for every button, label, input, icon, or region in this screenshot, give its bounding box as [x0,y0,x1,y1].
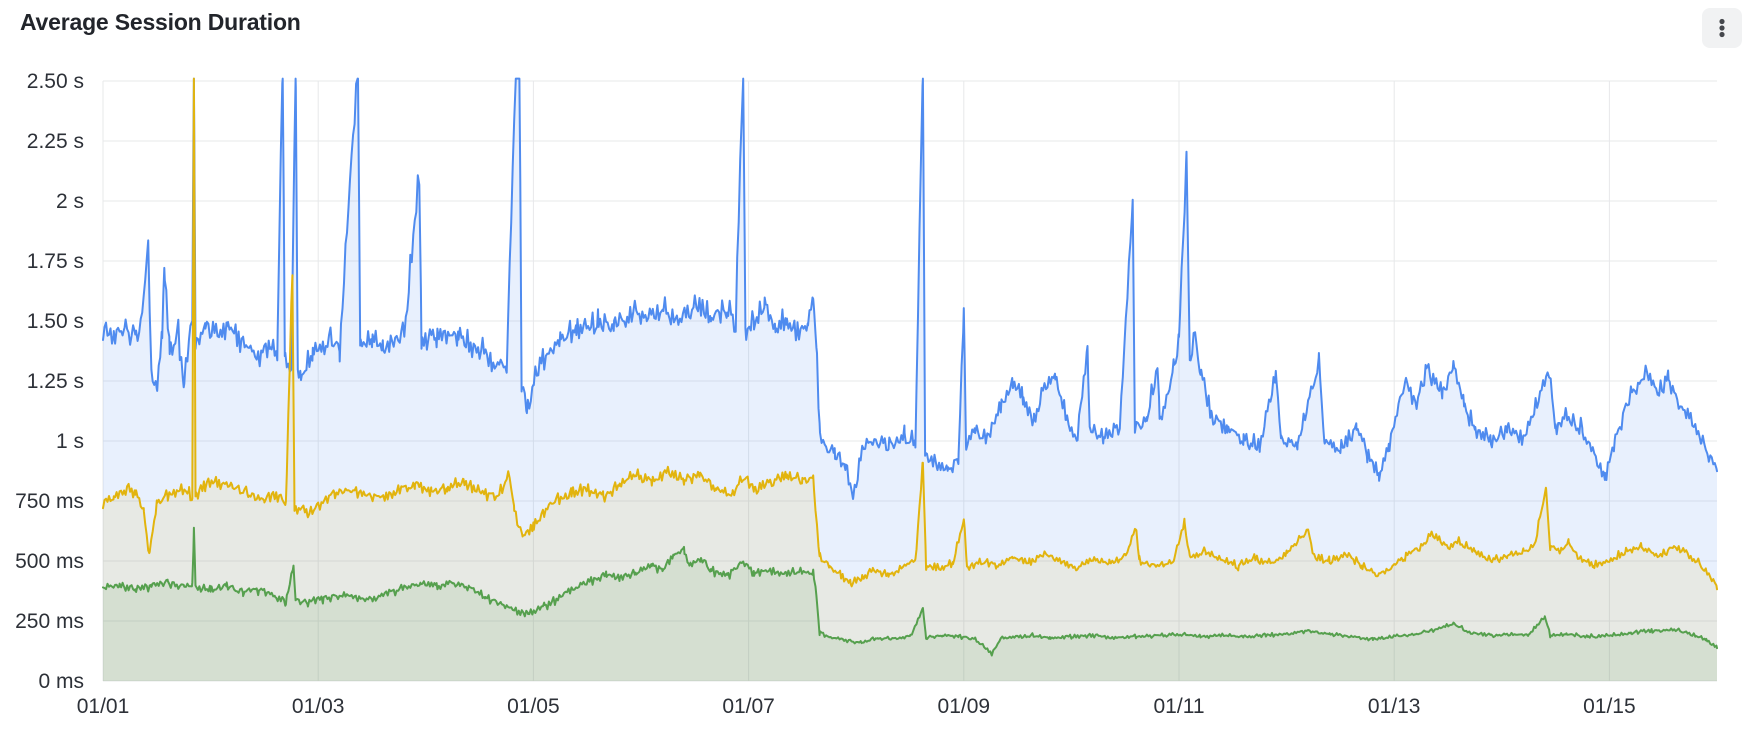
series-line-green [102,526,1718,657]
series-area-yellow [103,78,1717,682]
svg-text:2.50 s: 2.50 s [27,70,84,93]
svg-text:750 ms: 750 ms [15,490,84,513]
y-axis-labels: 2.50 s 2.25 s 2 s 1.75 s 1.50 s 1.25 s 1 s 750 … [15,70,84,693]
svg-text:01/01: 01/01 [77,695,130,718]
svg-text:250 ms: 250 ms [15,610,84,633]
svg-text:01/07: 01/07 [722,695,775,718]
svg-text:0 ms: 0 ms [38,670,84,693]
x-axis-labels: 01/01 01/03 01/05 01/07 01/09 01/11 01/13 01/15 [77,695,1636,718]
svg-text:1.25 s: 1.25 s [27,370,84,393]
panel-menu-button[interactable] [1702,8,1742,48]
svg-text:01/05: 01/05 [507,695,560,718]
svg-text:1.75 s: 1.75 s [27,250,84,273]
kebab-menu-icon [1719,18,1725,38]
series-area-blue [103,78,1717,682]
svg-text:01/03: 01/03 [292,695,345,718]
svg-text:01/09: 01/09 [938,695,991,718]
svg-text:500 ms: 500 ms [15,550,84,573]
svg-text:2 s: 2 s [56,190,84,213]
svg-text:01/15: 01/15 [1583,695,1636,718]
svg-text:01/11: 01/11 [1154,695,1205,718]
svg-text:2.25 s: 2.25 s [27,130,84,153]
svg-text:1.50 s: 1.50 s [27,310,84,333]
svg-text:01/13: 01/13 [1368,695,1421,718]
series-lines [102,77,1718,657]
series-fills [103,78,1717,682]
series-line-yellow [102,77,1718,591]
svg-text:1 s: 1 s [56,430,84,453]
series-line-blue [102,77,1718,500]
series-area-green [103,527,1717,681]
